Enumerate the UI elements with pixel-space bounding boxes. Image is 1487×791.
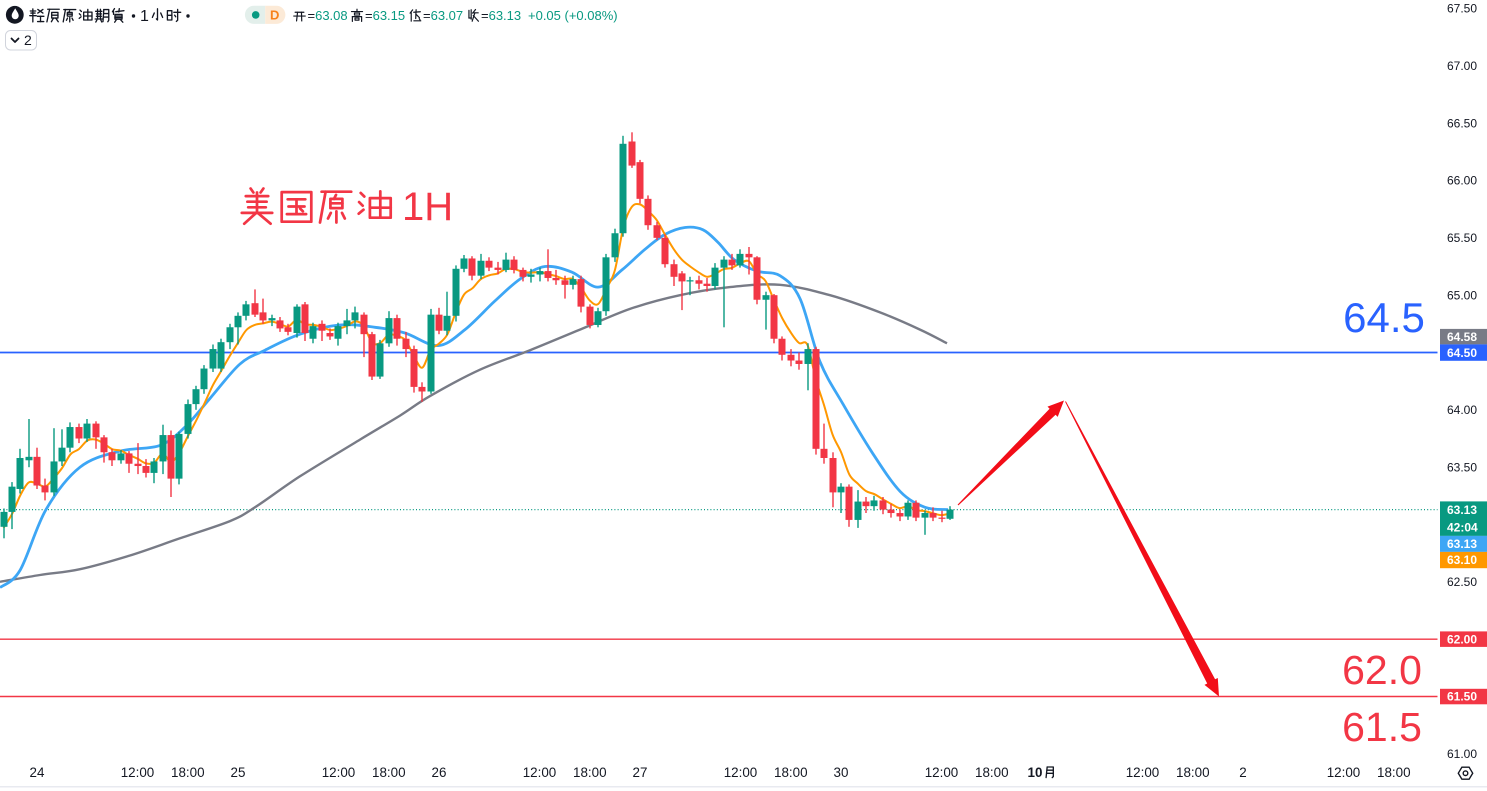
svg-text:12:00: 12:00	[322, 765, 356, 780]
svg-text:18:00: 18:00	[372, 765, 406, 780]
svg-text:63.13: 63.13	[1447, 537, 1477, 551]
svg-text:27: 27	[633, 765, 648, 780]
svg-text:67.00: 67.00	[1447, 59, 1477, 73]
svg-text:=63.13: =63.13	[481, 8, 521, 23]
svg-text:64.50: 64.50	[1447, 346, 1477, 360]
svg-text:63.13: 63.13	[1447, 503, 1477, 517]
svg-text:66.00: 66.00	[1447, 174, 1477, 188]
svg-text:12:00: 12:00	[1126, 765, 1160, 780]
svg-text:67.50: 67.50	[1447, 2, 1477, 16]
svg-text:64.58: 64.58	[1447, 330, 1477, 344]
svg-text:18:00: 18:00	[1377, 765, 1411, 780]
svg-text:12:00: 12:00	[1327, 765, 1361, 780]
svg-text:18:00: 18:00	[774, 765, 808, 780]
svg-text:26: 26	[432, 765, 447, 780]
svg-text:18:00: 18:00	[573, 765, 607, 780]
svg-text:2: 2	[24, 32, 32, 48]
svg-text:=63.07: =63.07	[423, 8, 463, 23]
svg-text:18:00: 18:00	[975, 765, 1009, 780]
svg-text:1: 1	[140, 8, 149, 25]
svg-text:65.00: 65.00	[1447, 288, 1477, 302]
svg-text:12:00: 12:00	[724, 765, 758, 780]
svg-text:=63.15: =63.15	[365, 8, 405, 23]
svg-text:61.5: 61.5	[1342, 704, 1422, 750]
svg-text:42:04: 42:04	[1447, 521, 1478, 535]
svg-text:63.10: 63.10	[1447, 553, 1477, 567]
svg-text:2: 2	[1239, 765, 1246, 780]
svg-text:1H: 1H	[402, 185, 453, 229]
svg-text:62.0: 62.0	[1342, 647, 1422, 693]
svg-text:18:00: 18:00	[171, 765, 205, 780]
svg-text:12:00: 12:00	[925, 765, 959, 780]
svg-text:18:00: 18:00	[1176, 765, 1210, 780]
svg-text:30: 30	[834, 765, 849, 780]
svg-text:61.00: 61.00	[1447, 747, 1477, 761]
svg-text:66.50: 66.50	[1447, 116, 1477, 130]
svg-text:65.50: 65.50	[1447, 231, 1477, 245]
svg-text:61.50: 61.50	[1447, 690, 1477, 704]
svg-text:=63.08: =63.08	[308, 8, 348, 23]
svg-text:62.50: 62.50	[1447, 575, 1477, 589]
svg-text:D: D	[270, 8, 279, 23]
svg-text:12:00: 12:00	[121, 765, 155, 780]
svg-text:64.00: 64.00	[1447, 403, 1477, 417]
svg-text:25: 25	[231, 765, 246, 780]
svg-text:10: 10	[1028, 765, 1043, 780]
svg-text:24: 24	[30, 765, 45, 780]
svg-text:+0.05 (+0.08%): +0.05 (+0.08%)	[528, 8, 618, 23]
svg-text:64.5: 64.5	[1343, 294, 1425, 341]
svg-text:12:00: 12:00	[523, 765, 557, 780]
svg-text:63.50: 63.50	[1447, 460, 1477, 474]
svg-text:62.00: 62.00	[1447, 632, 1477, 646]
